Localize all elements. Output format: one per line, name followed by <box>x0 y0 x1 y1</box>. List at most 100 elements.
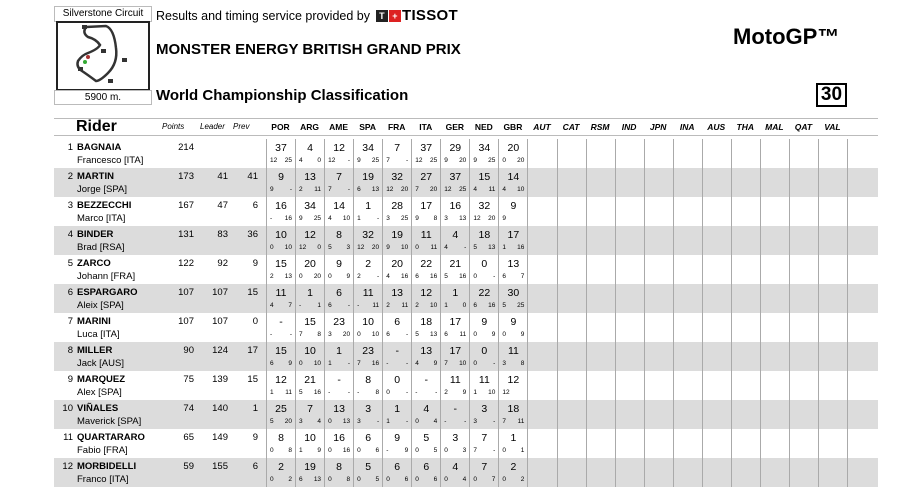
race-points: 4 <box>423 403 430 415</box>
race-only-points: 20 <box>488 215 496 222</box>
race-cell <box>527 313 556 342</box>
sprint-points: 0 <box>299 360 303 367</box>
race-cell <box>701 284 731 313</box>
sprint-points: 7 <box>473 447 477 454</box>
race-only-points: 20 <box>459 157 467 164</box>
race-points: 0 <box>481 345 488 357</box>
race-points: - <box>424 374 429 386</box>
sprint-points: 3 <box>473 418 477 425</box>
race-cell <box>817 458 847 487</box>
race-cell <box>672 458 702 487</box>
category-title: MotoGP™ <box>733 24 840 49</box>
table-row: 9 MARQUEZ Alex [SPA] 75 139 15 12 1 11 21 5 16- - -8-… <box>54 371 878 400</box>
rider-gap-prev: 15 <box>247 287 258 298</box>
race-points: 19 <box>362 171 374 183</box>
race-cell: 13 6 7 <box>498 255 527 284</box>
race-points: 15 <box>304 316 316 328</box>
race-cell: 12 12 <box>498 371 527 400</box>
rider-position: 6 <box>67 287 73 298</box>
race-cell <box>730 458 760 487</box>
header-race-aus: AUS <box>707 122 726 132</box>
race-only-points: 8 <box>520 360 525 367</box>
rider-points: 173 <box>178 171 194 182</box>
race-only-points: 25 <box>400 215 409 222</box>
rider-gap-leader: 47 <box>217 200 228 211</box>
race-only-points: 25 <box>284 157 292 164</box>
race-cell <box>585 400 615 429</box>
sprint-points: 0 <box>270 476 274 483</box>
sprint-points: 9 <box>444 157 448 164</box>
race-cell: 11 1 10 <box>469 371 498 400</box>
race-only-points: 10 <box>459 360 467 367</box>
race-cell <box>672 168 702 197</box>
header-prev: Prev <box>233 122 250 131</box>
race-cell <box>585 139 615 168</box>
race-cell: --- <box>411 371 440 400</box>
race-cell <box>701 255 731 284</box>
race-cell <box>701 429 731 458</box>
sprint-points: 3 <box>299 418 303 425</box>
race-points: 6 <box>423 461 430 473</box>
race-only-points: 7 <box>520 273 525 280</box>
sprint-points: 0 <box>473 273 477 280</box>
race-points: 20 <box>391 258 404 270</box>
rider-firstname-nation: Marco [ITA] <box>77 213 126 224</box>
sprint-points: 1 <box>357 215 361 222</box>
race-cell: 20 0 20 <box>498 139 527 168</box>
race-cell: 12 12 0 <box>295 226 324 255</box>
race-only-points: 4 <box>317 418 322 425</box>
race-cell <box>817 429 847 458</box>
sprint-points: 2 <box>386 302 390 309</box>
race-points: 2 <box>510 461 517 473</box>
race-cell <box>701 197 731 226</box>
race-points: 16 <box>275 200 287 212</box>
race-only-points: - <box>406 389 409 396</box>
rider-surname: MORBIDELLI <box>77 461 137 472</box>
race-points: 32 <box>478 200 491 212</box>
sprint-points: 4 <box>270 302 274 309</box>
race-points: 6 <box>336 287 343 299</box>
race-cell <box>701 371 731 400</box>
race-only-points: 20 <box>284 418 292 425</box>
race-cell: 29 9 20 <box>440 139 469 168</box>
rider-gap-prev: 9 <box>252 432 258 443</box>
race-cell <box>585 255 615 284</box>
race-only-points: 25 <box>430 157 438 164</box>
race-points: 2 <box>365 258 372 270</box>
race-points: 19 <box>391 229 404 241</box>
race-cell <box>759 139 789 168</box>
sprint-points: 3 <box>502 360 507 367</box>
sprint-points: 7 <box>415 186 419 193</box>
race-points: 9 <box>510 200 517 212</box>
race-only-points: 11 <box>430 244 438 251</box>
race-points: 10 <box>275 229 287 241</box>
race-points: 6 <box>394 461 401 473</box>
race-cell <box>643 284 673 313</box>
sprint-points: - <box>357 389 360 396</box>
race-points: 10 <box>304 345 316 357</box>
race-only-points: 9 <box>520 331 525 338</box>
race-cell <box>847 226 848 255</box>
race-cell <box>585 226 615 255</box>
race-cell: 22 6 16 <box>411 255 440 284</box>
race-cell: 14 4 10 <box>324 197 353 226</box>
sprint-points: 9 <box>299 215 303 222</box>
race-only-points: - <box>493 273 496 280</box>
header-race-ned: NED <box>474 122 493 132</box>
race-points: 18 <box>507 403 520 415</box>
header-race-ind: IND <box>621 122 637 132</box>
race-points: 25 <box>275 403 287 415</box>
race-only-points: 9 <box>462 389 467 396</box>
race-only-points: - <box>347 157 351 164</box>
sprint-points: 0 <box>357 331 361 338</box>
sprint-points: 3 <box>386 215 390 222</box>
rider-gap-prev: 36 <box>247 229 258 240</box>
